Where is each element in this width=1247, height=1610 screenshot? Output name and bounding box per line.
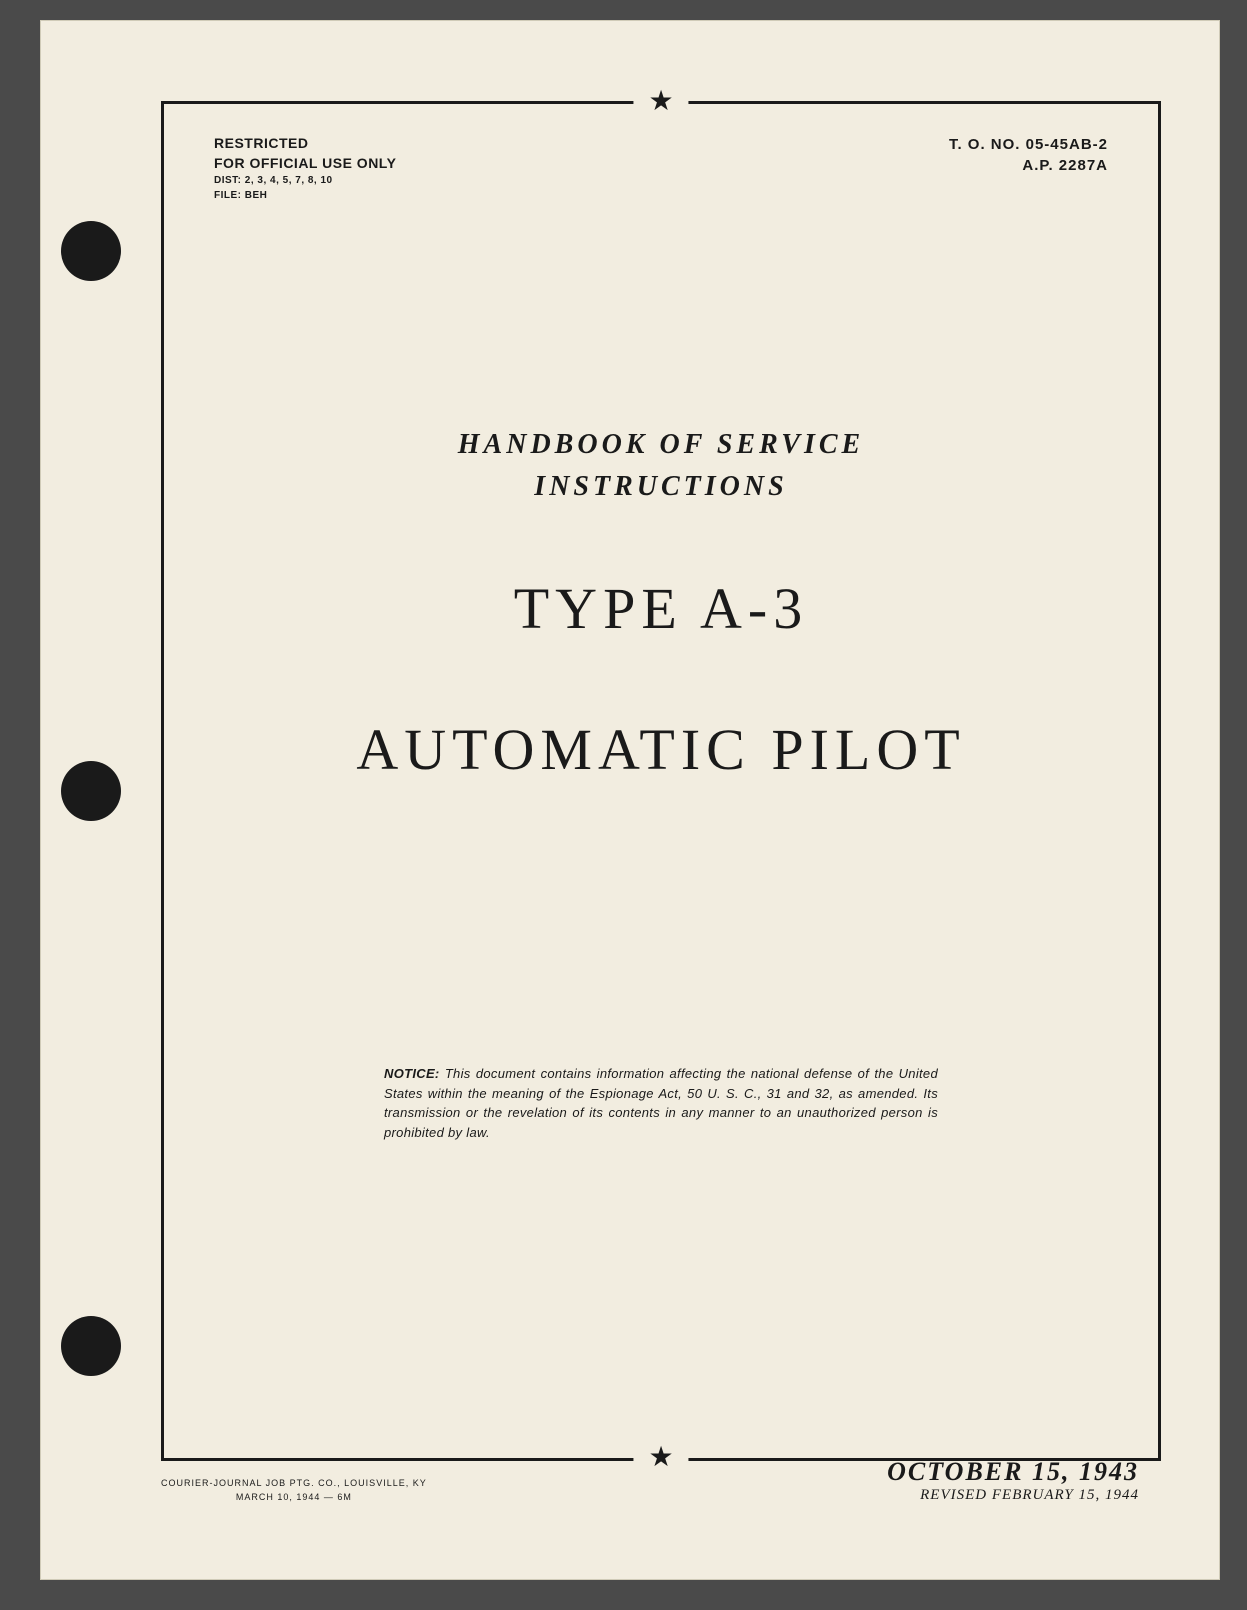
to-number-label: T. O. NO. 05-45AB-2: [949, 134, 1108, 155]
handbook-title-line2: INSTRUCTIONS: [164, 466, 1158, 508]
restricted-label: RESTRICTED: [214, 134, 396, 154]
star-top-icon: ★: [633, 88, 688, 116]
handbook-title-line1: HANDBOOK OF SERVICE: [164, 424, 1158, 466]
printer-line1: COURIER-JOURNAL JOB PTG. CO., LOUISVILLE…: [161, 1477, 427, 1491]
punch-hole-icon: [61, 761, 121, 821]
punch-hole-icon: [61, 1316, 121, 1376]
official-use-label: FOR OFFICIAL USE ONLY: [214, 154, 396, 174]
notice-text: NOTICE: This document contains informati…: [384, 1064, 938, 1142]
content-frame: ★ RESTRICTED FOR OFFICIAL USE ONLY DIST:…: [161, 101, 1161, 1461]
header-block: RESTRICTED FOR OFFICIAL USE ONLY DIST: 2…: [214, 134, 1108, 203]
notice-body: This document contains information affec…: [384, 1066, 938, 1140]
main-title-line2: AUTOMATIC PILOT: [164, 709, 1158, 790]
main-title-line1: TYPE A-3: [164, 568, 1158, 649]
ap-number-label: A.P. 2287A: [949, 155, 1108, 176]
punch-hole-icon: [61, 221, 121, 281]
notice-block: NOTICE: This document contains informati…: [384, 1064, 938, 1142]
date-block: OCTOBER 15, 1943 REVISED FEBRUARY 15, 19…: [887, 1457, 1139, 1504]
document-page: ★ RESTRICTED FOR OFFICIAL USE ONLY DIST:…: [40, 20, 1220, 1580]
footer-block: COURIER-JOURNAL JOB PTG. CO., LOUISVILLE…: [161, 1457, 1139, 1504]
notice-label: NOTICE:: [384, 1066, 440, 1081]
main-date: OCTOBER 15, 1943: [887, 1457, 1139, 1487]
printer-line2: MARCH 10, 1944 — 6M: [161, 1491, 427, 1505]
header-right: T. O. NO. 05-45AB-2 A.P. 2287A: [949, 134, 1108, 203]
printer-info: COURIER-JOURNAL JOB PTG. CO., LOUISVILLE…: [161, 1477, 427, 1504]
header-left: RESTRICTED FOR OFFICIAL USE ONLY DIST: 2…: [214, 134, 396, 203]
revised-date: REVISED FEBRUARY 15, 1944: [887, 1487, 1139, 1504]
title-block: HANDBOOK OF SERVICE INSTRUCTIONS TYPE A-…: [164, 424, 1158, 790]
dist-label: DIST: 2, 3, 4, 5, 7, 8, 10: [214, 173, 396, 188]
file-label: FILE: BEH: [214, 188, 396, 203]
